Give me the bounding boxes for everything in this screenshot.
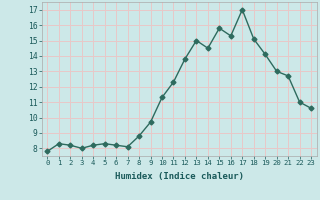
X-axis label: Humidex (Indice chaleur): Humidex (Indice chaleur) — [115, 172, 244, 181]
